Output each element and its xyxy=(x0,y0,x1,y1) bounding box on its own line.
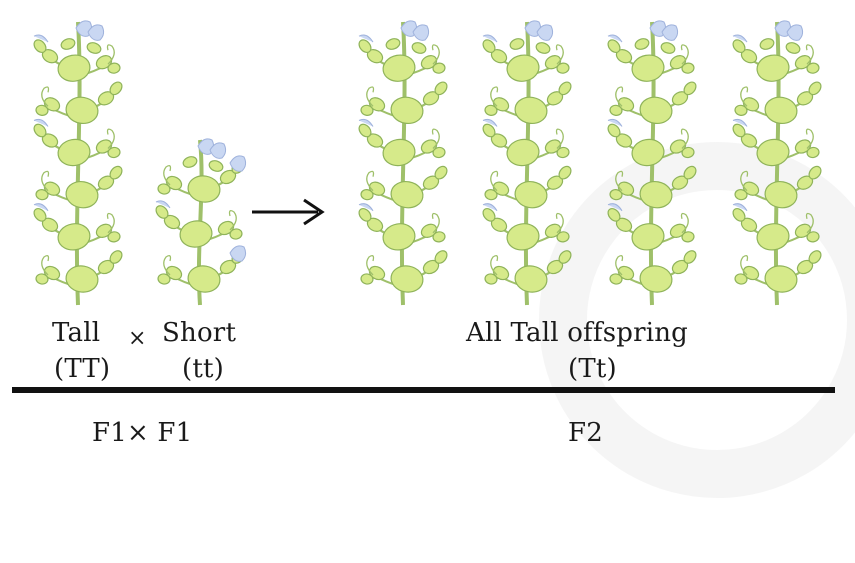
tall-plant-offspring-3 xyxy=(607,20,697,306)
generation-f2-label: F2 xyxy=(568,418,603,448)
offspring-label: All Tall offspring xyxy=(466,318,689,348)
cross-arrow xyxy=(252,198,325,226)
offspring-genotype: (Tt) xyxy=(568,354,617,384)
short-label: Short xyxy=(162,318,237,348)
plant-illustrations xyxy=(33,20,822,306)
divider-rule xyxy=(12,387,835,393)
tall-label: Tall xyxy=(52,318,101,348)
tall-genotype: (TT) xyxy=(54,354,111,384)
tall-plant-offspring-2 xyxy=(482,20,572,306)
short-plant-parent xyxy=(155,138,247,306)
tall-plant-parent xyxy=(33,20,123,306)
tall-plant-offspring-1 xyxy=(358,20,448,306)
short-genotype: (tt) xyxy=(182,354,224,384)
tall-plant-offspring-4 xyxy=(732,20,822,306)
cross-symbol: × xyxy=(128,326,147,351)
generation-f1-label: F1× F1 xyxy=(92,418,193,448)
